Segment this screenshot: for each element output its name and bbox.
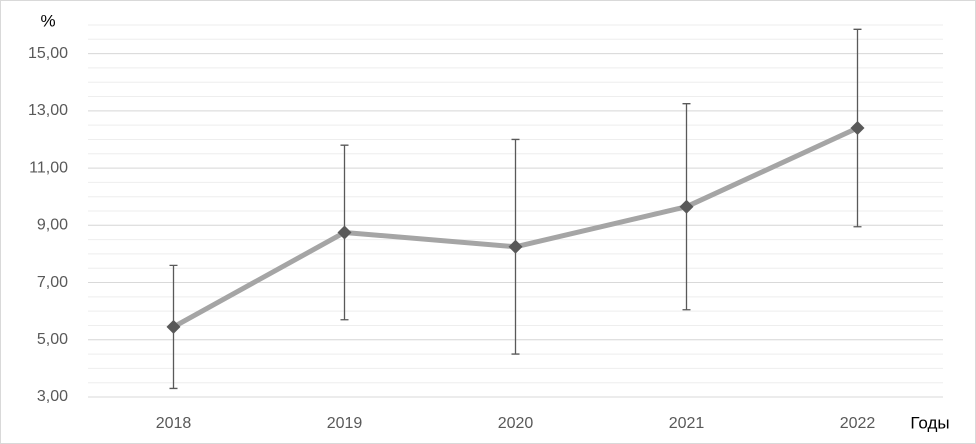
y-axis-label: % xyxy=(40,11,55,30)
x-axis-label: Годы xyxy=(910,413,949,432)
x-tick-label: 2018 xyxy=(156,415,192,432)
y-tick-label: 7,00 xyxy=(37,274,68,291)
x-tick-label: 2022 xyxy=(840,415,876,432)
y-tick-label: 15,00 xyxy=(28,45,68,62)
y-tick-label: 11,00 xyxy=(29,159,68,176)
x-tick-label: 2019 xyxy=(327,415,363,432)
y-tick-label: 5,00 xyxy=(37,331,68,348)
y-tick-label: 3,00 xyxy=(37,388,68,405)
marker xyxy=(850,121,865,136)
y-tick-label: 9,00 xyxy=(37,217,68,234)
marker xyxy=(679,199,694,214)
y-tick-label: 13,00 xyxy=(28,102,68,119)
x-tick-label: 2021 xyxy=(669,415,705,432)
marker xyxy=(508,239,523,254)
marker xyxy=(166,319,181,334)
x-tick-label: 2020 xyxy=(498,415,534,432)
marker xyxy=(337,225,352,240)
